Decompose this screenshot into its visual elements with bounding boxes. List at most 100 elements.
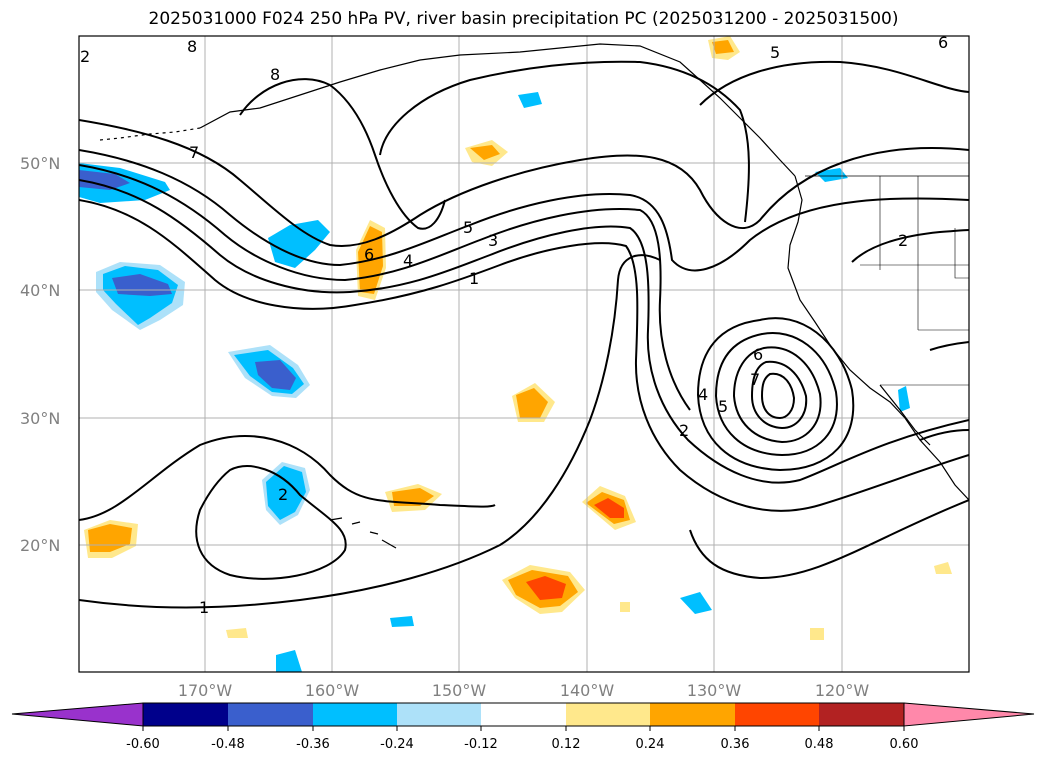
colorbar-extend-low (11, 702, 144, 727)
pv-contour (732, 346, 822, 444)
pv-contour (699, 60, 969, 106)
colorbar-segment (819, 703, 904, 726)
colorbar-tick-label: 0.48 (805, 737, 834, 752)
pv-label: 5 (463, 218, 473, 237)
pos-anomaly-region (470, 145, 500, 160)
neg-anomaly-core (255, 360, 296, 390)
colorbar-segment (735, 703, 819, 726)
pv-contour-labels: 8 8 7 5 6 4 5 3 1 6 7 4 5 2 2 1 2 2 6 (80, 36, 948, 617)
colorbar-extend-high (903, 702, 1035, 727)
map-frame (78, 35, 970, 673)
longitude-labels: 170°W 160°W 150°W 140°W 130°W 120°W (178, 681, 870, 700)
colorbar-segment (481, 703, 566, 726)
graticule (79, 36, 969, 672)
colorbar-segment (313, 703, 397, 726)
north-america-west-coast (787, 175, 969, 501)
colorbar-tick-label: -0.24 (380, 737, 414, 752)
map-title: 2025031000 F024 250 hPa PV, river basin … (148, 9, 899, 29)
pv-label: 6 (364, 245, 374, 264)
lon-label: 120°W (815, 681, 870, 700)
pv-contour (851, 229, 969, 263)
colorbar-tick-label: -0.36 (296, 737, 330, 752)
pv-contour (195, 465, 347, 580)
pv-contour (79, 149, 969, 272)
neg-anomaly-region (266, 466, 306, 520)
lon-label: 170°W (178, 681, 233, 700)
pv-contour (79, 164, 691, 411)
colorbar-tick-label: 0.36 (721, 737, 750, 752)
pv-label: 1 (199, 598, 209, 617)
hawaii-islands (329, 517, 397, 549)
map-content: 8 8 7 5 6 4 5 3 1 6 7 4 5 2 2 1 2 2 6 (79, 36, 969, 672)
lat-label: 50°N (20, 154, 60, 173)
pv-contour (919, 429, 969, 441)
colorbar-tick-label: -0.60 (126, 737, 160, 752)
baja-california (879, 384, 931, 446)
pv-label: 7 (189, 143, 199, 162)
colorbar-tick-label: 0.60 (890, 737, 919, 752)
colorbar-tick-label: 0.12 (552, 737, 581, 752)
neg-anomaly-region (815, 168, 848, 182)
pv-contour (379, 60, 750, 223)
pv-contour (714, 332, 838, 457)
pv-contour (696, 317, 855, 472)
colorbar-segment (228, 703, 313, 726)
pos-anomaly-core (594, 498, 624, 518)
pos-anomaly-region (620, 602, 630, 612)
pv-label: 1 (469, 269, 479, 288)
pv-label: 3 (488, 231, 498, 250)
pv-contour (79, 199, 969, 512)
neg-anomaly-core (79, 170, 130, 190)
lon-label: 150°W (432, 681, 487, 700)
colorbar: -0.60 -0.48 -0.36 -0.24 -0.12 0.12 0.24 … (11, 702, 1035, 752)
colorbar-frame (142, 702, 905, 727)
colorbar-tick-label: 0.24 (636, 737, 665, 752)
pv-contour (79, 254, 661, 609)
pos-anomaly-region (516, 388, 548, 418)
pv-contour (750, 360, 808, 430)
pos-anomaly-region (934, 562, 952, 574)
pv-label: 2 (898, 231, 908, 250)
lat-label: 30°N (20, 409, 60, 428)
pos-anomaly-region (226, 628, 248, 638)
precip-anomaly-fill (79, 36, 952, 672)
colorbar-tick-label: -0.12 (464, 737, 498, 752)
neg-anomaly-region (680, 592, 712, 614)
pv-label: 4 (698, 385, 708, 404)
colorbar-tick-label: -0.48 (211, 737, 245, 752)
lon-label: 140°W (560, 681, 615, 700)
pos-anomaly-core (526, 576, 566, 600)
neg-anomaly-region (276, 650, 302, 672)
pv-label: 2 (80, 47, 90, 66)
pv-label: 2 (278, 485, 288, 504)
pv-contour (760, 372, 796, 420)
pv-contour (79, 119, 969, 247)
pv-label: 5 (718, 397, 728, 416)
aleutian-chain (99, 127, 201, 141)
pos-anomaly-region (712, 40, 734, 54)
colorbar-segment (566, 703, 650, 726)
neg-anomaly-region (268, 220, 330, 268)
pv-contours (79, 60, 969, 609)
pv-label: 5 (770, 43, 780, 62)
colorbar-ticks (142, 726, 905, 731)
pv-contour (239, 78, 446, 230)
colorbar-segment (650, 703, 735, 726)
pv-contour (689, 499, 969, 580)
coastlines (99, 43, 969, 549)
pv-contour (79, 179, 969, 484)
pv-label: 6 (753, 345, 763, 364)
latitude-labels: 50°N 40°N 30°N 20°N (20, 154, 60, 555)
neg-anomaly-region (518, 92, 542, 108)
colorbar-segment (143, 703, 228, 726)
lat-label: 40°N (20, 281, 60, 300)
alaska-coast (199, 43, 796, 177)
lat-label: 20°N (20, 536, 60, 555)
neg-anomaly-region (898, 386, 910, 412)
lon-label: 130°W (687, 681, 742, 700)
pv-label: 4 (403, 251, 413, 270)
pv-label: 2 (679, 421, 689, 440)
pv-label: 8 (187, 37, 197, 56)
pos-anomaly-region (810, 628, 824, 640)
pv-label: 8 (270, 65, 280, 84)
